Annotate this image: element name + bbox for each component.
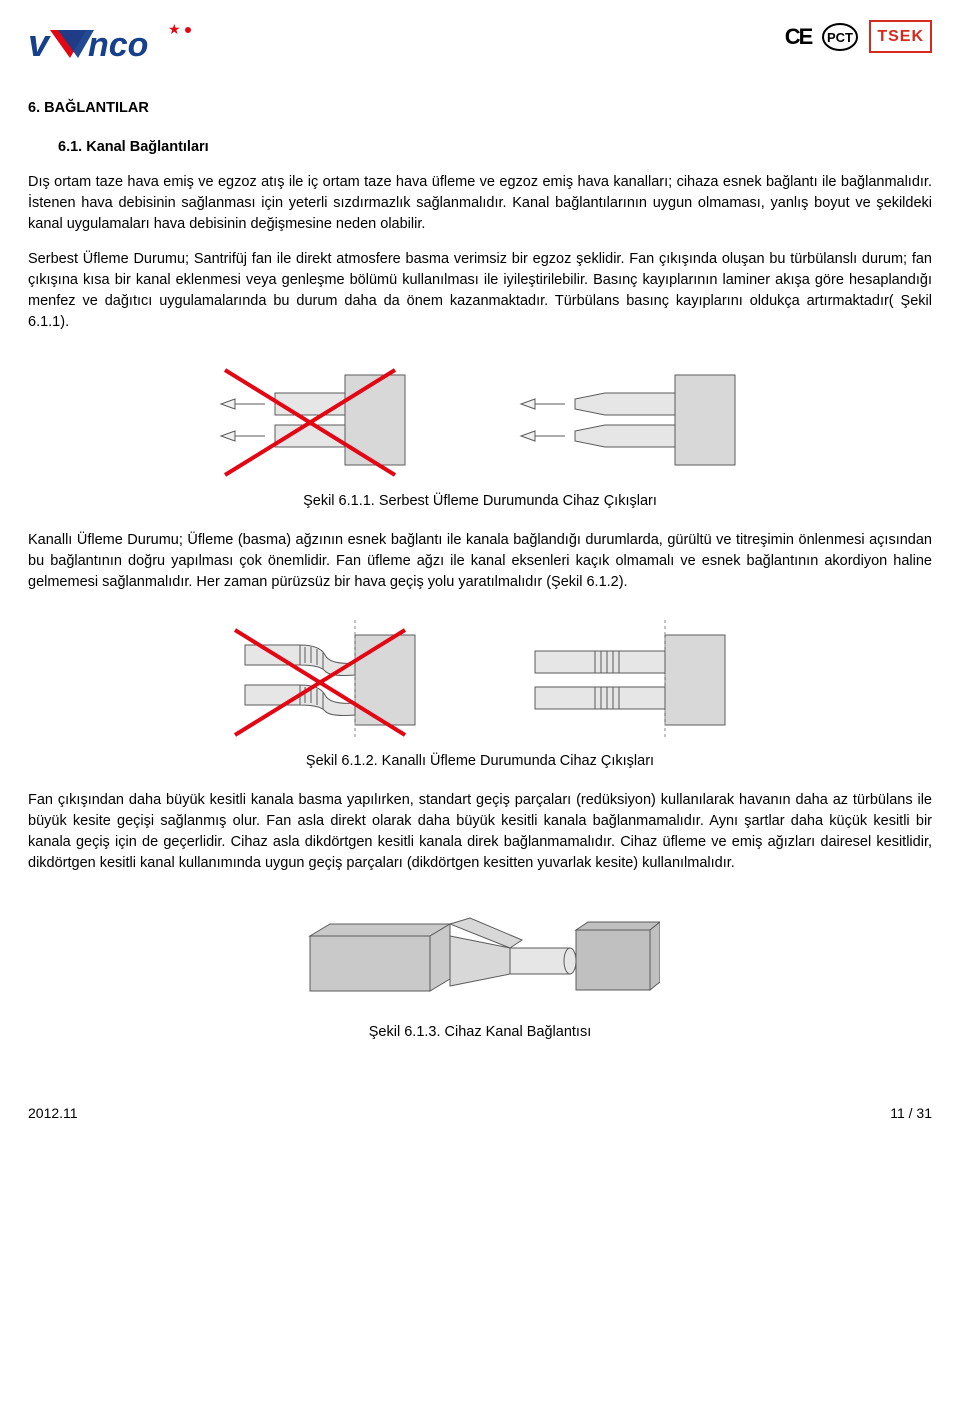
section-number: 6.: [28, 100, 40, 116]
figure-6-1-2-caption: Şekil 6.1.2. Kanallı Üfleme Durumunda Ci…: [28, 751, 932, 772]
page-footer: 2012.11 11 / 31: [28, 1103, 932, 1123]
venco-logo: v nco ★: [28, 20, 218, 68]
tsek-mark-icon: TSEK: [869, 20, 932, 53]
duct-connection-correct-icon: [515, 615, 735, 745]
figure-6-1-1-caption: Şekil 6.1.1. Serbest Üfleme Durumunda Ci…: [28, 491, 932, 512]
figure-6-1-3: [28, 896, 932, 1016]
footer-date: 2012.11: [28, 1103, 78, 1123]
figure-6-1-3-caption: Şekil 6.1.3. Cihaz Kanal Bağlantısı: [28, 1022, 932, 1043]
svg-text:PCT: PCT: [827, 30, 853, 45]
duct-connection-wrong-icon: [225, 615, 425, 745]
subsection-heading: 6.1. Kanal Bağlantıları: [58, 137, 932, 158]
section-title: BAĞLANTILAR: [44, 100, 149, 116]
svg-text:★: ★: [168, 21, 181, 37]
paragraph-4: Fan çıkışından daha büyük kesitli kanala…: [28, 790, 932, 874]
certification-badges: CE PCT TSEK: [785, 20, 932, 53]
svg-text:nco: nco: [88, 26, 148, 64]
fan-outlet-wrong-icon: [215, 355, 415, 485]
footer-page-number: 11 / 31: [890, 1103, 932, 1123]
paragraph-3: Kanallı Üfleme Durumu; Üfleme (basma) ağ…: [28, 530, 932, 593]
section-heading: 6. BAĞLANTILAR: [28, 98, 932, 119]
figure-6-1-2: [28, 615, 932, 745]
pct-mark-icon: PCT: [821, 22, 859, 52]
fan-outlet-correct-icon: [505, 355, 745, 485]
paragraph-1: Dış ortam taze hava emiş ve egzoz atış i…: [28, 172, 932, 235]
paragraph-2: Serbest Üfleme Durumu; Santrifüj fan ile…: [28, 249, 932, 333]
subsection-number: 6.1.: [58, 139, 82, 155]
ce-mark-icon: CE: [785, 21, 812, 53]
reducer-connection-icon: [300, 896, 660, 1016]
document-header: v nco ★ CE PCT TSEK: [28, 20, 932, 68]
figure-6-1-1: [28, 355, 932, 485]
svg-text:v: v: [28, 23, 51, 65]
subsection-title: Kanal Bağlantıları: [86, 139, 208, 155]
